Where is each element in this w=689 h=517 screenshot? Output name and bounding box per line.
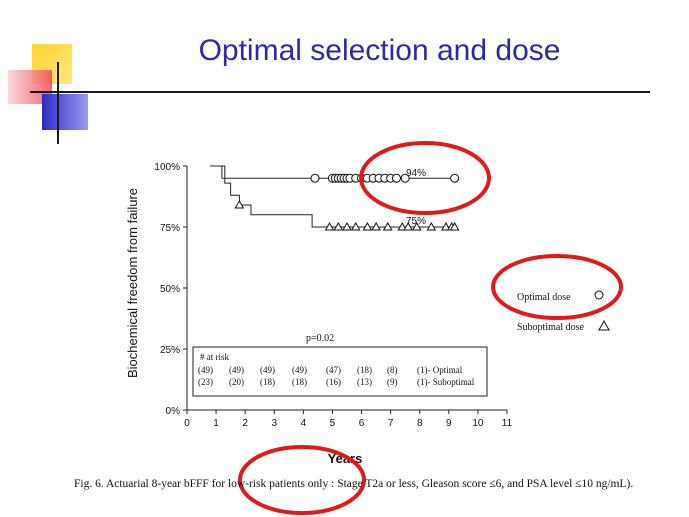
p-value: p=0.02 [306, 333, 334, 344]
censor-marker-suboptimal [403, 221, 413, 231]
x-tick-label: 9 [446, 418, 452, 429]
x-tick-label: 3 [271, 418, 277, 429]
at-risk-value: (13) [357, 377, 372, 387]
legend-suboptimal-marker [598, 319, 610, 331]
at-risk-value: (8) [387, 365, 398, 375]
censor-marker-suboptimal [342, 221, 352, 231]
suboptimal-end-label: 75% [406, 216, 426, 227]
x-tick-label: 11 [502, 418, 513, 429]
y-axis-label: Biochemical freedom from failure [125, 188, 140, 378]
x-tick-label: 2 [242, 418, 248, 429]
censor-marker-optimal [400, 173, 410, 183]
censor-marker-optimal [391, 173, 401, 183]
x-tick-label: 10 [472, 418, 484, 429]
censor-marker-suboptimal [362, 221, 373, 231]
at-risk-value: (20) [229, 377, 244, 387]
at-risk-value: (49) [260, 365, 275, 375]
at-risk-box [192, 346, 488, 397]
x-tick-label: 1 [213, 418, 219, 429]
censor-marker-optimal [310, 173, 320, 183]
legend-optimal-label: Optimal dose [517, 292, 571, 303]
censor-marker-suboptimal [449, 221, 460, 231]
y-tick-label: 100% [154, 162, 180, 173]
censor-marker-suboptimal [426, 221, 437, 231]
censor-marker-suboptimal [333, 221, 344, 231]
legend-optimal-marker [594, 290, 604, 300]
censor-marker-suboptimal [350, 221, 361, 231]
x-tick-label: 6 [359, 418, 365, 429]
optimal-end-label: 94% [406, 168, 426, 179]
censor-marker-optimal [450, 173, 460, 183]
censor-marker-suboptimal [441, 221, 451, 231]
at-risk-value: (16) [326, 377, 341, 387]
at-risk-value: (18) [260, 377, 275, 387]
deco-blue-square [42, 94, 88, 130]
censor-marker-suboptimal [397, 221, 408, 231]
y-tick-label: 0% [166, 406, 181, 417]
at-risk-value: (9) [387, 377, 398, 387]
censor-marker-suboptimal [234, 200, 245, 209]
at-risk-header: # at risk [200, 352, 229, 362]
x-tick-label: 0 [184, 418, 190, 429]
censor-marker-suboptimal [324, 221, 335, 231]
at-risk-row-label: (1)- Optimal [417, 365, 463, 375]
figure-caption: Fig. 6. Actuarial 8-year bFFF for low-ri… [74, 478, 634, 490]
page-title: Optimal selection and dose [198, 34, 561, 67]
x-tick-label: 7 [388, 418, 394, 429]
at-risk-value: (49) [198, 365, 213, 375]
at-risk-value: (49) [229, 365, 244, 375]
y-tick-label: 75% [160, 223, 180, 234]
at-risk-value: (47) [326, 365, 341, 375]
at-risk-cells: (49) (49) (49) (49) (47) (18) (8) (1)- Optimal (… [198, 365, 475, 387]
title-underline [30, 91, 650, 93]
highlight-ellipse-94 [359, 141, 491, 215]
x-tick-label: 8 [417, 418, 423, 429]
at-risk-value: (23) [198, 377, 213, 387]
censor-marker-suboptimal [382, 221, 393, 231]
at-risk-value: (18) [357, 365, 372, 375]
highlight-ellipse-low-risk [238, 445, 366, 515]
at-risk-value: (49) [292, 365, 307, 375]
censor-marker-suboptimal [371, 221, 381, 231]
y-tick-label: 25% [160, 345, 180, 356]
x-tick-label: 5 [330, 418, 336, 429]
legend-suboptimal-label: Suboptimal dose [517, 322, 585, 333]
y-tick-label: 50% [160, 284, 180, 295]
x-tick-label: 4 [301, 418, 307, 429]
at-risk-value: (18) [292, 377, 307, 387]
at-risk-row-label: (1)- Suboptimal [417, 377, 475, 387]
highlight-ellipse-legend [491, 254, 623, 320]
censor-marker-suboptimal [411, 221, 422, 231]
deco-vertical-line [57, 62, 59, 144]
